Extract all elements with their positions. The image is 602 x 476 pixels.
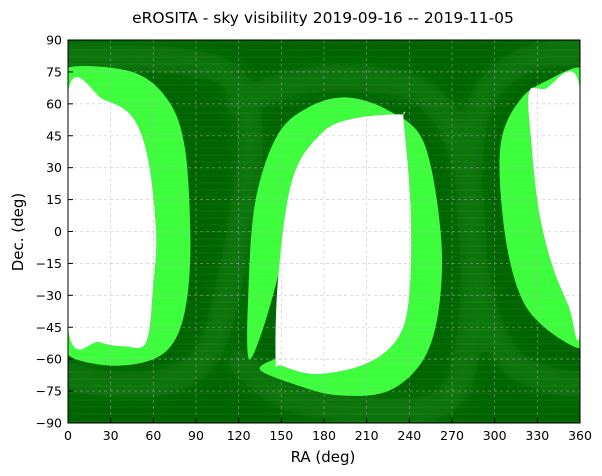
- x-tick-label: 90: [188, 428, 204, 443]
- region-unobserved-left: [68, 77, 157, 350]
- x-axis-label: RA (deg): [291, 448, 356, 466]
- x-tick-label: 240: [397, 428, 421, 443]
- axes: 0 30 60 90 120 150 180 210 240 270 300 330 360−90−75…: [36, 33, 592, 444]
- grid: [68, 40, 580, 423]
- x-tick-label: 180: [312, 428, 336, 443]
- x-tick-label: 30: [103, 428, 119, 443]
- y-tick-label: −60: [36, 352, 62, 367]
- x-tick-label: 60: [145, 428, 161, 443]
- x-tick-label: 300: [483, 428, 507, 443]
- y-tick-label: 45: [46, 128, 62, 143]
- x-tick-label: 150: [269, 428, 293, 443]
- x-tick-label: 360: [568, 428, 592, 443]
- y-tick-label: 0: [54, 224, 62, 239]
- y-tick-label: 30: [46, 160, 62, 175]
- x-tick-label: 270: [440, 428, 464, 443]
- x-tick-label: 0: [64, 428, 72, 443]
- y-tick-label: −75: [36, 384, 62, 399]
- x-tick-label: 210: [355, 428, 379, 443]
- region-band-left: [68, 66, 191, 366]
- y-tick-label: 60: [46, 96, 62, 111]
- y-axis-label: Dec. (deg): [9, 193, 27, 272]
- region-unobserved-right: [528, 71, 580, 341]
- plot-area: [67, 39, 581, 424]
- overlap-arc-right: [456, 40, 580, 398]
- y-tick-label: −30: [36, 288, 62, 303]
- y-tick-label: 90: [46, 33, 62, 48]
- region-unobserved-center: [275, 111, 412, 375]
- region-band-right: [499, 67, 580, 349]
- x-tick-label: 120: [227, 428, 251, 443]
- y-tick-label: −15: [36, 256, 62, 271]
- y-tick-label: −90: [36, 416, 62, 431]
- x-tick-label: 330: [525, 428, 549, 443]
- y-tick-label: −45: [36, 320, 62, 335]
- region-band-center: [247, 97, 443, 397]
- y-tick-label: 15: [46, 192, 62, 207]
- y-tick-label: 75: [46, 64, 62, 79]
- chart-title: eROSITA - sky visibility 2019-09-16 -- 2…: [132, 9, 514, 27]
